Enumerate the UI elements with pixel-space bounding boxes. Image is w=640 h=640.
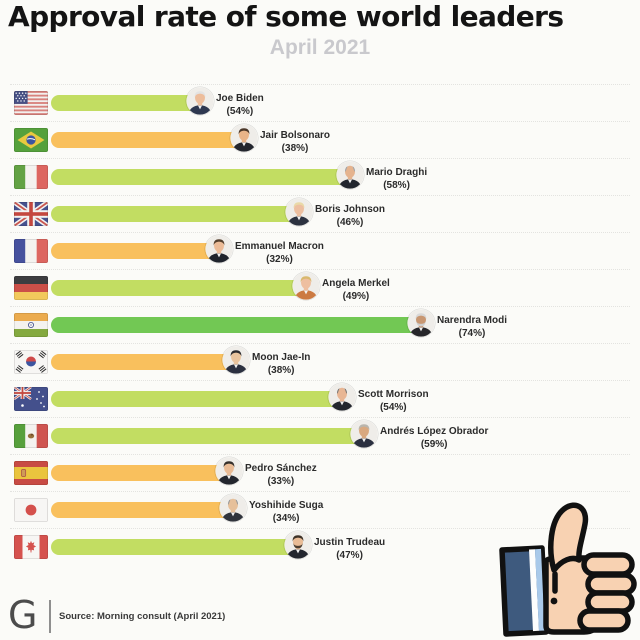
leader-label: Jair Bolsonaro (38%): [260, 130, 330, 155]
mx-flag-icon: [14, 424, 48, 448]
leader-name: Angela Merkel: [322, 278, 390, 289]
leader-label: Boris Johnson (46%): [315, 204, 385, 229]
chart-row: Boris Johnson (46%): [0, 195, 640, 236]
leader-percent: (34%): [272, 512, 300, 524]
leader-label: Moon Jae-In (38%): [252, 352, 310, 377]
boris-johnson-photo: [285, 198, 313, 226]
leader-label: Scott Morrison (54%): [358, 389, 429, 414]
es-flag-icon: [14, 461, 48, 485]
approval-bar: [51, 169, 352, 185]
leader-percent: (58%): [383, 179, 410, 191]
leader-name: Yoshihide Suga: [249, 500, 324, 511]
leader-percent: (59%): [420, 438, 448, 450]
leader-percent: (54%): [226, 105, 254, 117]
chart-row: Narendra Modi (74%): [0, 306, 640, 347]
approval-bar: [51, 95, 202, 111]
br-flag-icon: [14, 128, 48, 152]
chart-row: Moon Jae-In (38%): [0, 343, 640, 384]
chart-row: Emmanuel Macron (32%): [0, 232, 640, 273]
yoshihide-suga-photo: [219, 494, 247, 522]
chart-row: Mario Draghi (58%): [0, 158, 640, 199]
leader-label: Justin Trudeau (47%): [314, 537, 385, 562]
leader-label: Emmanuel Macron (32%): [235, 241, 324, 266]
gb-flag-icon: [14, 202, 48, 226]
emmanuel-macron-photo: [205, 235, 233, 263]
leader-name: Mario Draghi: [366, 167, 428, 178]
us-flag-icon: [14, 91, 48, 115]
fr-flag-icon: [14, 239, 48, 263]
leader-percent: (33%): [267, 475, 295, 487]
approval-bar: [51, 539, 300, 555]
chart-row: Angela Merkel (49%): [0, 269, 640, 310]
source-text: Source: Morning consult (April 2021): [59, 611, 226, 622]
moon-jae-in-photo: [222, 346, 250, 374]
thumbs-up-icon: [492, 498, 640, 640]
leader-percent: (38%): [281, 142, 309, 154]
approval-bar: [51, 502, 235, 518]
mario-draghi-photo: [336, 161, 364, 189]
leader-percent: (38%): [267, 364, 295, 376]
leader-name: Moon Jae-In: [252, 352, 311, 363]
page-title: Approval rate of some world leaders: [8, 0, 564, 33]
ca-flag-icon: [14, 535, 48, 559]
leader-label: Angela Merkel (49%): [322, 278, 390, 303]
approval-bar: [51, 243, 221, 259]
approval-bar: [51, 391, 344, 407]
leader-name: Jair Bolsonaro: [260, 130, 331, 141]
approval-bar: [51, 280, 308, 296]
andres-lopez-obrador-photo: [350, 420, 378, 448]
leader-label: Joe Biden (54%): [216, 93, 264, 118]
leader-name: Emmanuel Macron: [235, 241, 324, 252]
leader-label: Mario Draghi (58%): [366, 167, 427, 192]
approval-bar: [51, 206, 301, 222]
leader-name: Boris Johnson: [315, 204, 386, 215]
narendra-modi-photo: [407, 309, 435, 337]
chart-row: Justin Trudeau (47%): [0, 528, 640, 569]
brand-logo: G: [8, 593, 38, 637]
leader-name: Justin Trudeau: [314, 537, 386, 548]
leader-percent: (74%): [458, 327, 486, 339]
it-flag-icon: [14, 165, 48, 189]
footer-divider: [49, 600, 51, 633]
pedro-sanchez-photo: [215, 457, 243, 485]
scott-morrison-photo: [328, 383, 356, 411]
leader-name: Narendra Modi: [437, 315, 508, 326]
approval-bar: [51, 465, 231, 481]
leader-percent: (32%): [266, 253, 293, 265]
chart-row: Andrés López Obrador (59%): [0, 417, 640, 458]
leader-name: Andrés López Obrador: [380, 426, 489, 437]
leader-label: Andrés López Obrador (59%): [380, 426, 488, 451]
leader-percent: (47%): [336, 549, 363, 561]
chart-row: Pedro Sánchez (33%): [0, 454, 640, 495]
kr-flag-icon: [14, 350, 48, 374]
leader-label: Yoshihide Suga (34%): [249, 500, 323, 525]
leader-label: Narendra Modi (74%): [437, 315, 507, 340]
au-flag-icon: [14, 387, 48, 411]
chart-row: Joe Biden (54%): [0, 84, 640, 125]
chart-row: Jair Bolsonaro (38%): [0, 121, 640, 162]
angela-merkel-photo: [292, 272, 320, 300]
chart-row: Yoshihide Suga (34%): [0, 491, 640, 532]
chart-row: Scott Morrison (54%): [0, 380, 640, 421]
chart-subtitle: April 2021: [269, 36, 371, 59]
leader-name: Joe Biden: [216, 93, 264, 104]
leader-percent: (49%): [342, 290, 370, 302]
leader-name: Pedro Sánchez: [245, 463, 317, 474]
in-flag-icon: [14, 313, 48, 337]
justin-trudeau-photo: [284, 531, 312, 559]
approval-bar: [51, 132, 246, 148]
approval-bar: [51, 354, 238, 370]
jair-bolsonaro-photo: [230, 124, 258, 152]
jp-flag-icon: [14, 498, 48, 522]
leader-percent: (46%): [336, 216, 364, 228]
approval-bar: [51, 317, 423, 333]
de-flag-icon: [14, 276, 48, 300]
leader-percent: (54%): [379, 401, 407, 413]
leader-label: Pedro Sánchez (33%): [245, 463, 317, 488]
approval-bar: [51, 428, 366, 444]
joe-biden-photo: [186, 87, 214, 115]
leader-name: Scott Morrison: [358, 389, 429, 400]
